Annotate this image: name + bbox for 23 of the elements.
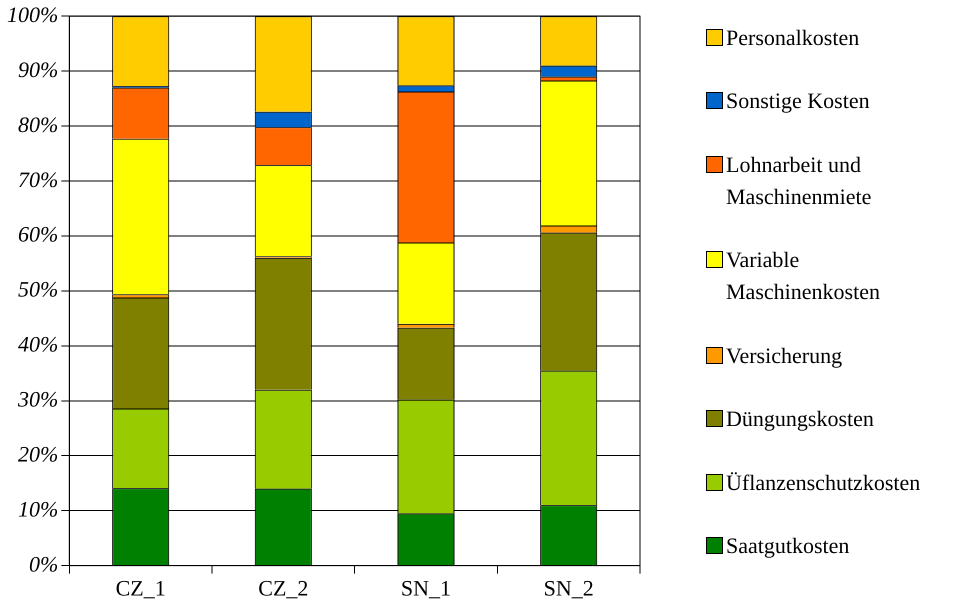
y-tick-label: 50% [18, 276, 58, 302]
y-tick-label: 100% [7, 2, 58, 27]
y-tick-label: 70% [18, 166, 58, 192]
y-tick-label: 0% [29, 551, 58, 576]
x-tick-label: CZ_2 [258, 576, 308, 601]
x-tick-label: SN_1 [400, 576, 452, 601]
y-tick-label: 60% [18, 222, 58, 247]
y-tick-label: 80% [18, 112, 58, 137]
legend-label: Saatgutkosten [726, 532, 850, 560]
legend-label: Düngungskosten [726, 405, 874, 434]
legend-label: Versicherung [726, 342, 842, 370]
y-tick-label: 10% [18, 496, 58, 522]
y-tick-label: 30% [17, 386, 58, 412]
legend-label: Sonstige Kosten [726, 87, 870, 116]
legend-label: Variable Maschinenkosten [726, 246, 881, 306]
legend-label: Personalkosten [726, 24, 860, 52]
legend-label: Lohnarbeit und Maschinenmiete [726, 150, 872, 211]
legend-label: Üflanzenschutzkosten [726, 468, 920, 497]
x-tick-label: SN_2 [544, 576, 594, 601]
x-tick-label: CZ_1 [116, 576, 166, 601]
y-tick-label: 20% [18, 442, 58, 466]
y-tick-label: 40% [18, 332, 58, 357]
y-tick-label: 90% [18, 56, 58, 82]
